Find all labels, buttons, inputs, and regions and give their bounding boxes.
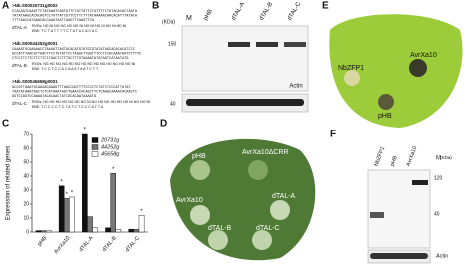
legend-label: 20731g	[100, 137, 120, 143]
sequence: TAATATAAATAGCTCTCATAAATAGTTGAACCACAGCTTC…	[12, 90, 137, 94]
spot-label: dTAL-A	[272, 193, 296, 200]
spot-label: dTAL-C	[256, 225, 280, 232]
spot-label: pHB	[378, 113, 392, 120]
spot-label: AvrXa10	[410, 52, 437, 59]
y-tick-label: 60	[23, 145, 29, 151]
significance: *	[66, 192, 69, 198]
x-tick-label: dTAL-A	[78, 235, 95, 253]
gene-id: >Nb.S00020731g0002	[12, 3, 58, 8]
ebe: EBE: T C C T C C A C A A A T A A T C T T	[32, 67, 99, 71]
sequence: TTTTAACCATAGACACCAAATAATTAAGTTCAAGTTCA	[12, 19, 95, 23]
size-label: 150	[168, 41, 177, 47]
bar	[128, 228, 135, 233]
y-tick-label: 30	[23, 187, 29, 193]
sequence: GCCATTTAACGTTAACTTCCTGTATTCCTAGACTTGGTTT…	[12, 52, 141, 56]
rvd: RVDs: HD NI NG NG HD NG NI NG NI HD NI H…	[32, 24, 126, 28]
significance: *	[84, 128, 87, 134]
spot-label: dTAL-B	[208, 225, 232, 232]
bar	[45, 230, 52, 233]
legend-swatch	[91, 144, 99, 150]
size-label: 40	[434, 211, 440, 217]
bar	[58, 185, 65, 233]
x-tick-label: AvrXa10	[53, 235, 71, 255]
panel-label: A	[2, 1, 9, 12]
lane-label: dTAL-A	[231, 2, 246, 22]
y-tick-label: 70	[23, 131, 29, 137]
sequence: ACCGTTAAATGCAAGACAAAGTTTAACCGGTTTTCCCCTC…	[12, 86, 131, 90]
y-tick-label: 50	[23, 159, 29, 165]
blot-f	[367, 169, 431, 264]
sequence: TATATAAGCACACAGTCCTATTATCGTTCCTTCTTTATAA…	[12, 14, 138, 18]
bar	[40, 230, 47, 233]
gene-id: >Nb.S00045658g0001	[12, 79, 58, 84]
significance: *	[71, 191, 74, 197]
x-tick-label: dTAL-C	[125, 235, 142, 253]
rvd: RVDs: NG HD NG NG HD NG HD NG HD NG HD N…	[32, 62, 135, 66]
leaf-d	[170, 138, 316, 261]
gene-id: >Nb.S00044252g0001	[12, 41, 58, 46]
panel-label: E	[322, 1, 329, 12]
bar	[35, 230, 42, 233]
panel-label: C	[2, 119, 9, 130]
leaf-e	[322, 12, 465, 130]
bar	[92, 227, 98, 233]
y-tick-label: 0	[26, 229, 29, 235]
bar	[82, 133, 88, 233]
y-axis-label: Expression of related genes	[6, 146, 12, 220]
size-label: 40	[170, 101, 176, 107]
sequence: CCACAATCAAGTTCTATAAATCAGTATTCTATTATTCTAT…	[12, 10, 138, 14]
tal-name: dTAL-A	[12, 25, 27, 30]
bar	[110, 172, 116, 233]
significance: *	[112, 167, 115, 173]
spot-label: AvrXa10ΔCRR	[242, 149, 289, 156]
x-tick-label: dTAL-B	[102, 235, 119, 253]
legend-swatch	[91, 151, 99, 157]
bar	[69, 196, 75, 233]
significance: *	[60, 179, 63, 185]
tal-name: dTAL-C	[12, 101, 28, 106]
y-tick-label: 40	[23, 173, 29, 179]
panel-label: D	[160, 119, 167, 130]
panel-label: F	[330, 129, 336, 140]
lane-label: pHB	[390, 155, 399, 167]
size-label: 120	[434, 175, 443, 181]
bar	[138, 214, 145, 233]
unit-label: (KDa)	[440, 155, 452, 160]
lane-label: dTAL-C	[287, 1, 303, 22]
lane-label: dTAL-B	[259, 2, 274, 22]
bar	[115, 228, 122, 233]
sequence: GGTCCAGTCCAAAATACACAACTATCACACAATAAAATG	[12, 95, 96, 99]
legend-label: 44252g	[101, 144, 120, 150]
legend-label: 45658g	[101, 151, 120, 157]
control-label: Actin	[289, 84, 302, 90]
bar	[64, 198, 70, 233]
bar	[133, 228, 140, 233]
control-label: Actin	[436, 253, 448, 259]
significance: *	[140, 209, 143, 215]
tal-name: dTAL-B	[12, 63, 27, 68]
y-tick-label: 10	[23, 215, 29, 221]
spot-label: pHB	[192, 153, 206, 160]
bar	[105, 227, 111, 233]
panel-label: B	[152, 1, 159, 12]
lane-label: NbZFP1	[374, 146, 387, 167]
ebe: EBE: T C T A T T T T C T A T A C A C A C	[32, 29, 98, 33]
bar	[87, 216, 93, 233]
rvd: RVDs: HD HD HD HD NG HD NG NI NG HD NG H…	[32, 100, 150, 104]
marker-label: M	[436, 156, 441, 162]
ebe: EBE: T C C C C T C T A T C T C C C A T T…	[32, 105, 104, 109]
y-tick-label: 20	[23, 201, 29, 207]
spot-label: AvrXa10	[176, 197, 203, 204]
unit-label: (KDa)	[162, 19, 175, 25]
sequence: CAAAGTGCAAAAACCTAAGATTAGTACACATGTATGTGTA…	[12, 48, 135, 52]
lane-label: pHB	[203, 9, 214, 22]
lane-label: AvrXa10	[406, 145, 419, 167]
legend-swatch	[91, 137, 99, 143]
marker-label: M	[186, 15, 192, 22]
x-tick-label: pHB	[37, 235, 49, 247]
blot-b	[181, 25, 309, 113]
sequence: CTCCTTCTTCTTCTTCTCGACTCTTTGCTTTGTAGAATAT…	[12, 57, 128, 61]
spot-label: NbZFP1	[338, 65, 364, 72]
